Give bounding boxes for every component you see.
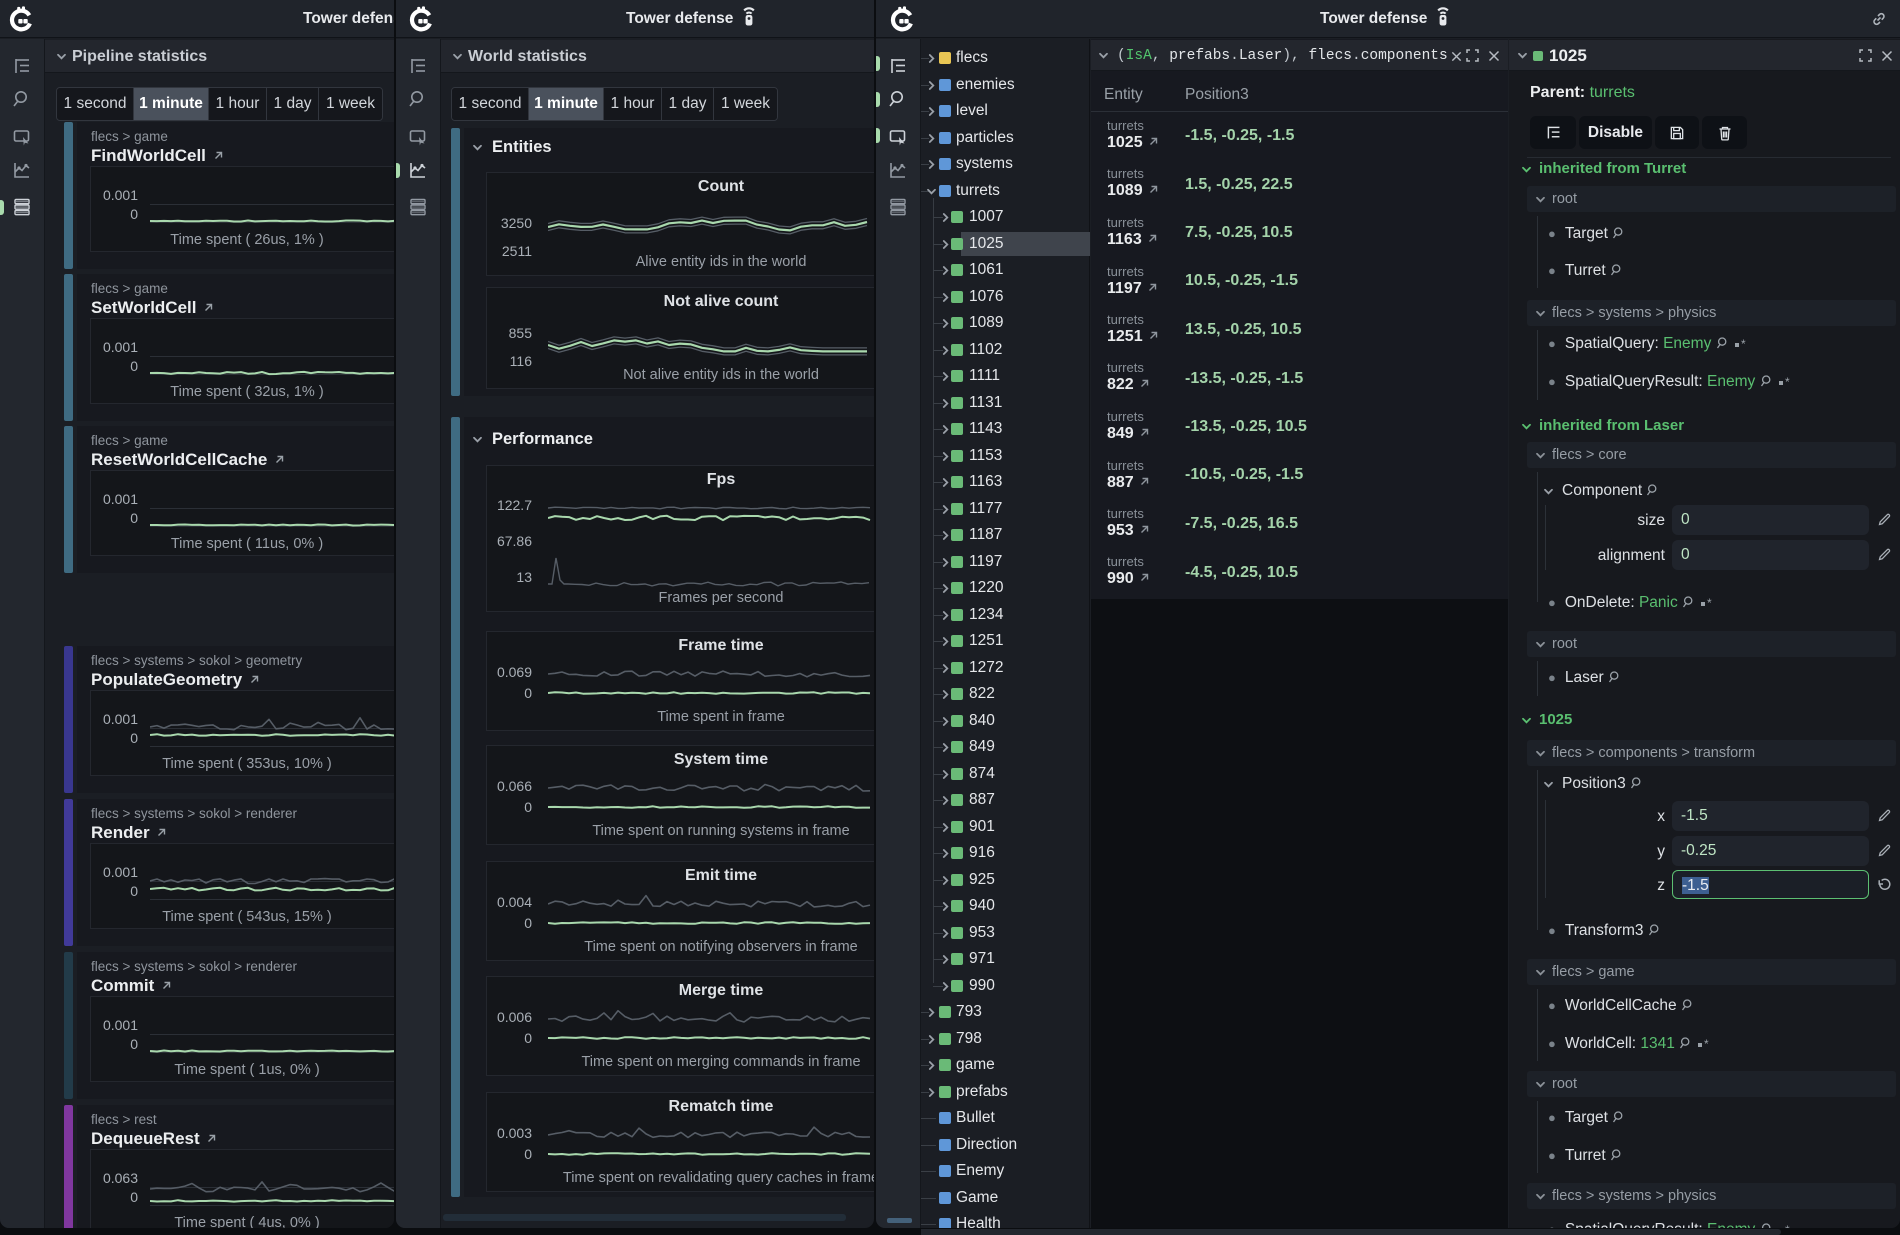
svg-text:*: * bbox=[1707, 596, 1712, 608]
svg-text:*: * bbox=[1741, 337, 1746, 349]
svg-text:*: * bbox=[1785, 375, 1790, 387]
svg-text:*: * bbox=[1785, 1223, 1790, 1228]
svg-text:*: * bbox=[1704, 1037, 1709, 1049]
